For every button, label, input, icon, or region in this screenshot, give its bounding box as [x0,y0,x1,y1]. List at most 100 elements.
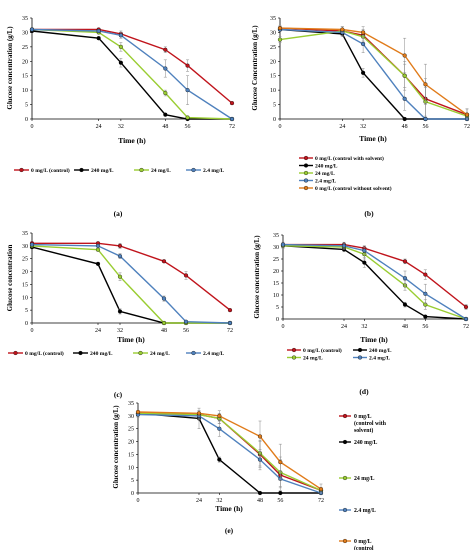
y-tick-label: 0 [131,491,134,497]
x-tick-label: 56 [185,124,191,130]
data-point [229,116,235,122]
y-tick-label: 20 [128,440,134,446]
y-tick-label: 25 [128,427,134,433]
data-point [96,28,101,34]
data-point [118,44,123,49]
panel-e: 0 5 10 15 20 25 30 35 0 24 32 48 56 72 Time (h) Glucose… [112,401,387,550]
series-line-4 [137,411,322,490]
data-point [29,242,35,247]
y-tick-label: 20 [22,59,28,65]
legend-swatch-marker [79,167,84,173]
data-point [227,308,233,313]
data-point [161,259,167,264]
x-tick-label: 0 [31,124,34,130]
y-axis-label: Glucose concentration (g/L) [253,235,261,319]
y-axis-label: Glucose Concentration (g/L) [251,25,259,111]
panel-label: (e) [225,526,234,535]
x-axis-label: Time (h) [117,335,145,344]
x-tick-label: 48 [402,324,408,330]
legend-swatch-marker [291,355,297,360]
y-tick-label: 10 [273,293,279,299]
y-axis-label: Glucose concentration [6,245,14,312]
legend-swatch-marker [303,185,309,191]
data-point [217,457,222,462]
y-tick-label: 20 [273,269,279,275]
y-tick-label: 20 [22,270,28,276]
data-point [362,260,367,265]
legend-label: 2.4 mg/L [354,508,376,514]
y-tick-label: 10 [270,88,276,94]
series-line-0 [32,242,231,311]
y-tick-label: 5 [131,478,134,484]
data-point [463,316,469,322]
legend-swatch-marker [342,538,348,544]
y-tick-label: 15 [22,282,28,288]
legend-swatch-marker [291,347,297,353]
data-point [464,112,470,117]
x-tick-label: 24 [341,324,347,330]
x-tick-label: 56 [277,498,283,504]
legend-label: 240 mg/L [369,348,392,354]
y-tick-label: 10 [22,88,28,94]
data-point [361,70,366,75]
y-tick-label: 0 [25,321,28,327]
legend-label: 0 mg/L (control) [31,167,70,174]
x-tick-label: 72 [464,124,470,130]
y-tick-label: 5 [273,103,276,109]
data-point [163,66,168,71]
y-tick-label: 25 [270,45,276,51]
series-line-3 [137,413,322,494]
legend-label: 24 mg/L [354,476,375,482]
series-line-0 [32,28,233,104]
series-line-2 [31,28,233,120]
panel-label: (a) [114,209,123,218]
data-point [163,112,168,117]
panel-a: 0 5 10 15 20 25 30 35 0 24 32 48 56 72 Time (h) Glucose… [6,16,235,218]
x-axis-label: Time (h) [359,134,387,143]
data-point [423,272,428,277]
series-line-3 [31,243,231,324]
data-point [277,26,283,31]
data-point [341,243,347,248]
series-line-2 [137,412,322,492]
x-tick-label: 0 [279,124,282,130]
legend-swatch-marker [13,350,18,356]
series-line-0 [283,243,467,308]
y-tick-label: 0 [276,317,279,323]
legend-label: 240 mg/L [315,164,338,170]
data-point [402,276,408,281]
y-tick-label: 25 [273,257,279,263]
series-line-1 [137,412,321,494]
data-point [163,90,168,96]
legend-swatch-marker [342,507,348,513]
legend-label: 0 mg/L (control) [25,350,64,357]
y-tick-label: 25 [22,45,28,51]
legend-label: 0 mg/L (control) [303,347,342,354]
data-point [423,82,428,87]
panel-d: 0 5 10 15 20 25 30 35 0 24 32 48 56 72 Time (h) Glucose… [253,233,469,396]
data-point [402,302,408,307]
legend-swatch-marker [357,347,363,353]
data-point [229,101,235,106]
x-tick-label: 48 [257,498,263,504]
y-tick-label: 15 [273,281,279,287]
x-tick-label: 24 [96,124,102,130]
data-point [318,487,324,492]
y-tick-label: 30 [270,30,276,36]
data-point [161,296,167,301]
legend-swatch-marker [357,355,363,360]
x-tick-label: 0 [31,328,34,334]
y-tick-label: 30 [22,30,28,36]
legend-label: 2.4 mg/L [203,168,224,174]
legend-swatch-marker [19,167,24,173]
legend-swatch-marker [138,350,143,356]
legend-label: 24 mg/L [150,351,170,357]
y-tick-label: 25 [22,257,28,263]
legend-label: 240 mg/L [91,168,114,174]
x-tick-label: 56 [183,328,189,334]
y-tick-label: 30 [22,244,28,250]
x-tick-label: 56 [422,124,428,130]
data-point [183,273,189,278]
legend-label: 24 mg/L [151,168,171,174]
y-tick-label: 10 [22,295,28,301]
